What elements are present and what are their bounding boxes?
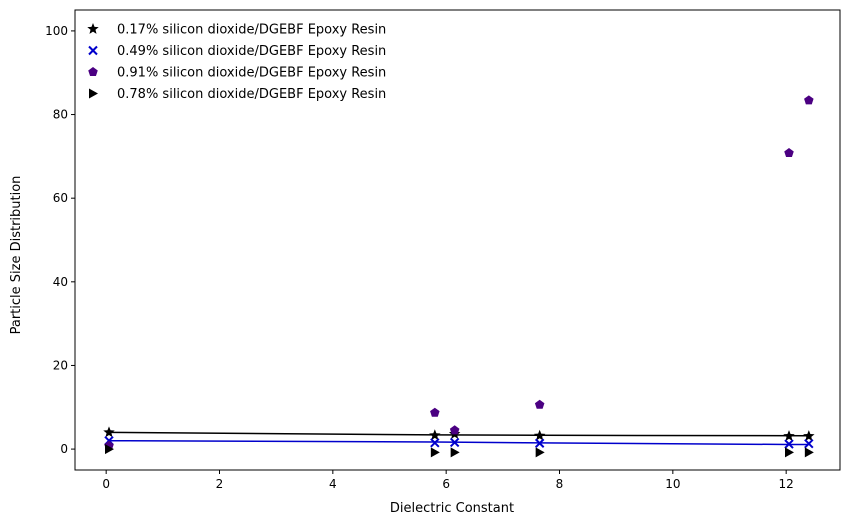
data-point-series-2: [804, 438, 814, 449]
data-point-series-1: [533, 429, 546, 441]
fit-line-series-1: [108, 431, 809, 437]
y-tick-label: 60: [53, 191, 68, 205]
data-point-series-4: [785, 447, 794, 458]
data-point-series-1: [783, 430, 795, 441]
x-tick-label: 4: [329, 477, 337, 491]
x-tick-label: 12: [779, 477, 794, 491]
x-axis-label: Dielectric Constant: [390, 501, 514, 516]
data-point-series-1: [429, 429, 441, 441]
data-point-series-4: [430, 447, 440, 458]
x-tick-label: 2: [216, 477, 224, 491]
x-tick-label: 6: [442, 477, 450, 491]
legend-marker-4: [89, 88, 98, 99]
x-tick-label: 10: [665, 477, 680, 491]
plot-frame: [74, 9, 841, 471]
data-point-series-1: [803, 430, 815, 441]
data-point-series-4: [535, 447, 545, 458]
legend: 0.17% silicon dioxide/DGEBF Epoxy Resin 0…: [87, 23, 386, 102]
y-tick-label: 20: [53, 358, 68, 372]
legend-marker-1: [87, 23, 99, 34]
y-tick-label: 40: [53, 275, 68, 289]
y-tick-label: 80: [53, 108, 68, 122]
data-point-series-3: [784, 148, 794, 158]
legend-label-3: 0.91% silicon dioxide/DGEBF Epoxy Resin: [117, 66, 386, 81]
data-point-series-3: [534, 399, 545, 409]
data-point-series-4: [450, 447, 460, 458]
y-axis-label: Particle Size Distribution: [9, 176, 24, 335]
legend-label-2: 0.49% silicon dioxide/DGEBF Epoxy Resin: [117, 44, 386, 59]
data-point-series-2: [534, 438, 545, 448]
data-point-series-2: [449, 437, 460, 448]
data-point-series-3: [430, 407, 440, 417]
data-point-series-2: [784, 439, 794, 449]
data-point-series-4: [105, 444, 114, 455]
fit-line-series-2: [108, 439, 809, 446]
data-points: [103, 95, 815, 458]
y-tick-label: 0: [60, 442, 68, 456]
legend-label-1: 0.17% silicon dioxide/DGEBF Epoxy Resin: [117, 23, 386, 38]
legend-marker-2: [88, 45, 98, 56]
legend-marker-3: [88, 67, 98, 77]
x-tick-label: 8: [556, 477, 564, 491]
x-axis-ticks: 0 2 4 6 8 10 12: [102, 470, 794, 491]
data-point-series-1: [103, 426, 115, 438]
x-tick-label: 0: [102, 477, 110, 491]
data-point-series-3: [804, 95, 814, 105]
legend-label-4: 0.78% silicon dioxide/DGEBF Epoxy Resin: [117, 87, 386, 102]
data-point-series-4: [804, 447, 814, 458]
y-tick-label: 100: [45, 24, 68, 38]
fit-lines: [108, 431, 809, 446]
data-point-series-2: [430, 438, 440, 448]
y-axis-ticks: 0 20 40 60 80 100: [45, 24, 75, 456]
data-point-series-3: [449, 425, 460, 435]
